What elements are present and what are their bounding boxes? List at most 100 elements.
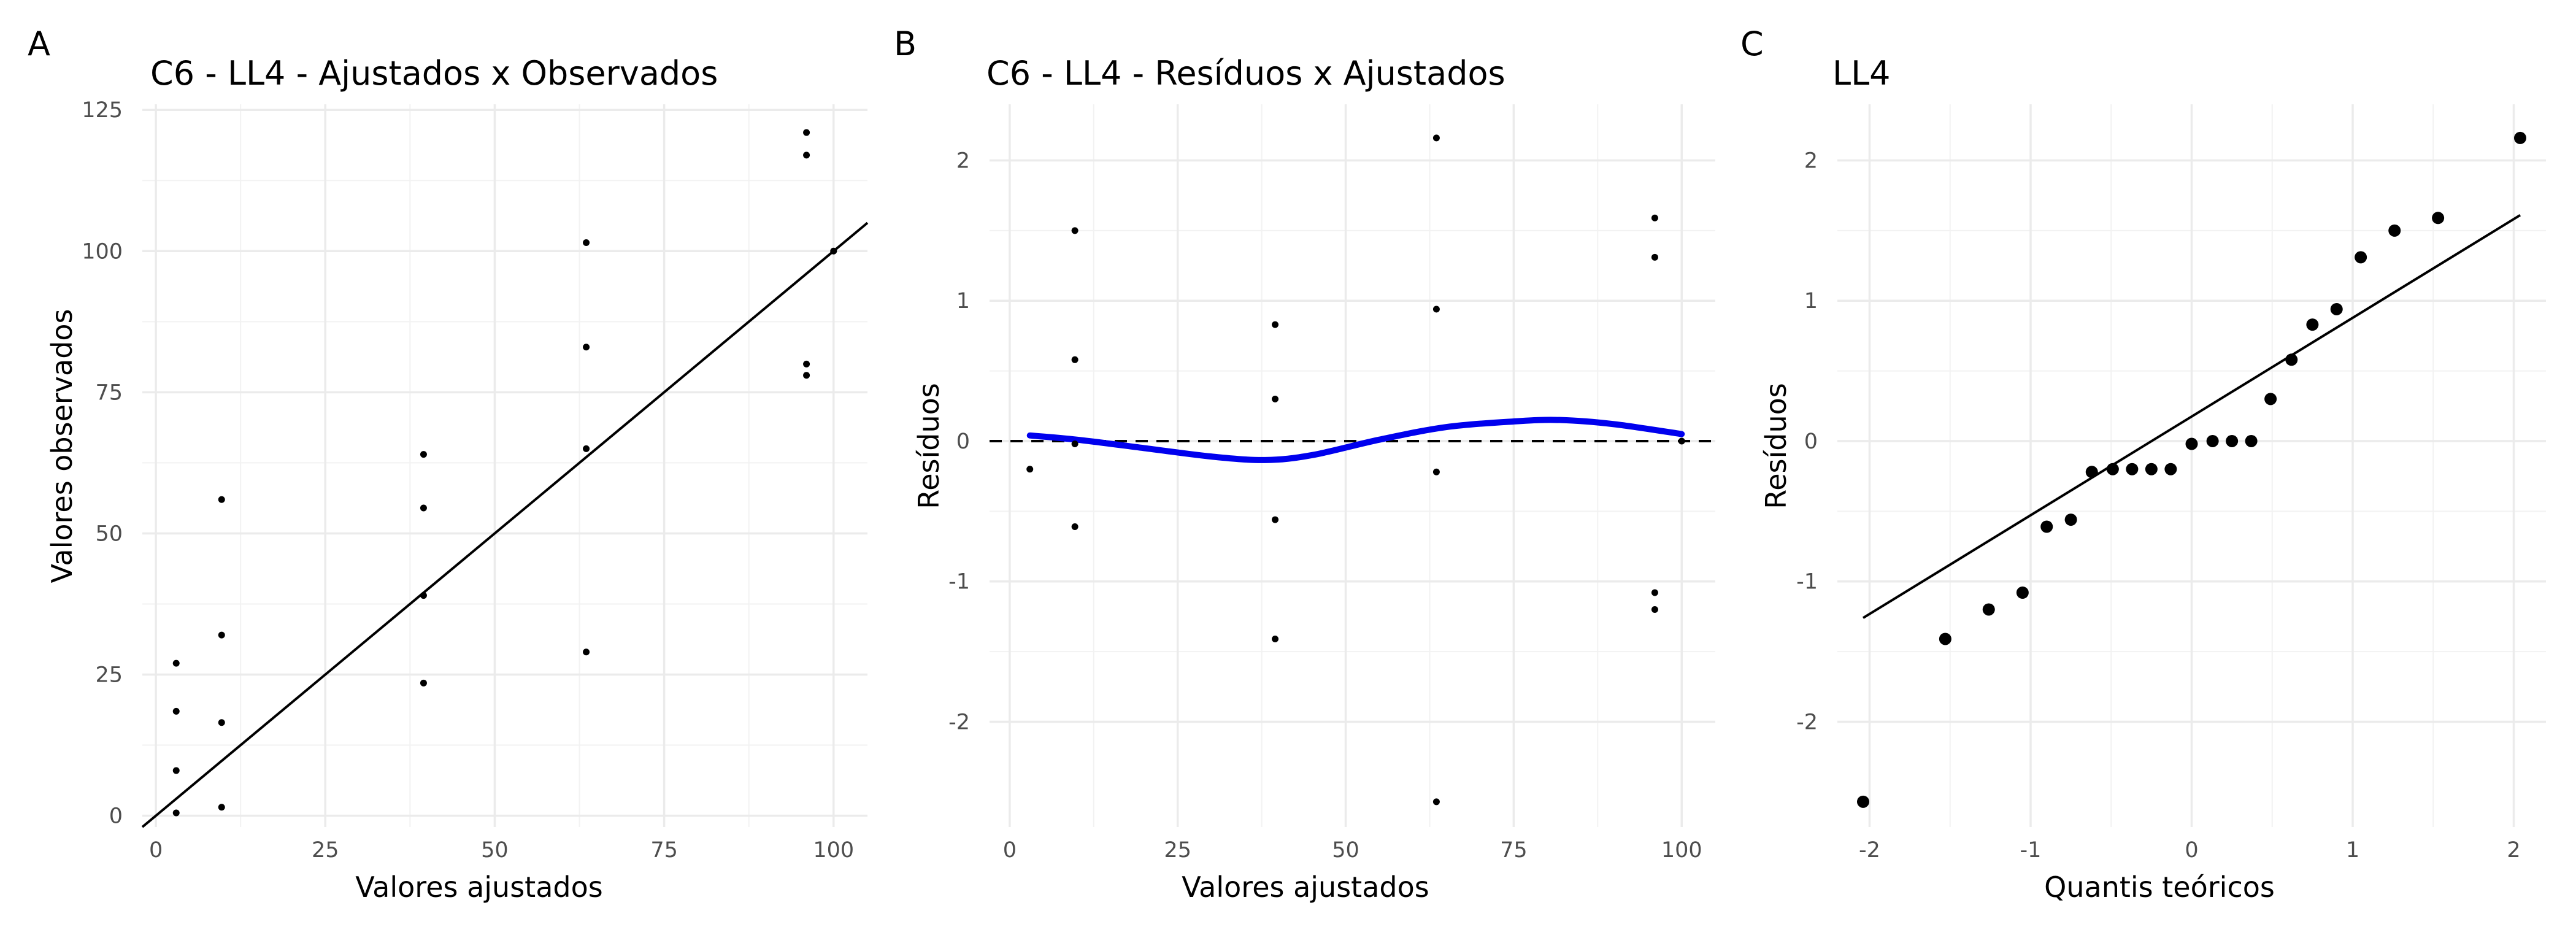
- panel-c-data-point-18: [2330, 302, 2343, 315]
- panel-c-y-tick-label: -1: [1796, 570, 1818, 594]
- panel-b-data-point-11: [1432, 468, 1440, 475]
- panel-b-data-point-5: [1272, 321, 1279, 328]
- panel-c-data-point-14: [2245, 434, 2258, 447]
- panel-a-data-point-9: [420, 504, 427, 512]
- panel-b-title: C6 - LL4 - Resíduos x Ajustados: [986, 54, 1505, 93]
- panel-c-marks: [1857, 131, 2526, 808]
- panel-b-data-point-15: [1651, 589, 1658, 596]
- panel-c: C LL4 -2 -1 0 1 2 -2 -1 0 1 2 Quantis teóricos Re…: [1740, 25, 2546, 904]
- panel-b-smooth-curve: [1026, 417, 1685, 463]
- panel-a-x-axis-label: Valores ajustados: [355, 871, 602, 904]
- panel-a-data-point-14: [583, 445, 590, 452]
- panel-a-y-tick-label: 0: [109, 804, 123, 829]
- panel-a-y-axis-label: Valores observados: [45, 309, 79, 583]
- panel-c-title: LL4: [1832, 54, 1891, 93]
- panel-letter-c: C: [1740, 25, 1764, 63]
- panel-a-data-point-17: [803, 152, 810, 159]
- panel-a-data-point-16: [803, 129, 810, 136]
- panel-c-data-point-11: [2185, 437, 2198, 450]
- panel-c-data-point-7: [2106, 463, 2119, 475]
- panel-b-x-tick-label: 0: [1003, 838, 1017, 863]
- panel-a-data-point-8: [420, 451, 427, 458]
- panel-a-y-tick-label: 125: [82, 98, 123, 123]
- panel-a-data-point-12: [583, 239, 590, 246]
- panel-a-x-tick-label: 50: [481, 838, 509, 863]
- panel-c-data-point-1: [1939, 633, 1951, 645]
- panel-c-data-point-12: [2206, 434, 2219, 447]
- panel-a-title: C6 - LL4 - Ajustados x Observados: [150, 54, 718, 93]
- panel-a-data-point-0: [172, 660, 180, 667]
- panel-b-data-point-8: [1272, 635, 1279, 642]
- panel-c-data-point-19: [2355, 251, 2367, 264]
- panel-b-x-tick-label: 50: [1332, 838, 1359, 863]
- panel-b-data-point-9: [1432, 134, 1440, 142]
- panel-b-x-tick-label: 100: [1661, 838, 1702, 863]
- panel-a-y-tick-label: 100: [82, 239, 123, 264]
- panel-a-x-tick-label: 75: [650, 838, 678, 863]
- panel-b-x-axis-label: Valores ajustados: [1182, 871, 1429, 904]
- panel-b-data-point-1: [1071, 227, 1078, 234]
- panel-c-data-point-5: [2064, 514, 2077, 526]
- panel-c-x-axis-label: Quantis teóricos: [2044, 871, 2275, 904]
- panel-b-y-axis-label: Resíduos: [912, 383, 945, 509]
- panel-b-data-point-16: [1651, 606, 1658, 613]
- panel-c-y-tick-label: 2: [1804, 148, 1818, 173]
- panel-c-ticks: -2 -1 0 1 2 -2 -1 0 1 2: [1796, 148, 2521, 863]
- panel-c-data-point-20: [2388, 224, 2401, 237]
- panel-a-reference-line: [141, 221, 869, 828]
- panel-b-marks: [990, 134, 1715, 806]
- panel-c-data-point-4: [2040, 520, 2053, 533]
- panel-b-y-tick-label: 2: [956, 148, 970, 173]
- panel-c-data-point-3: [2016, 587, 2029, 599]
- panel-letter-b: B: [894, 25, 917, 63]
- panel-b-data-point-17: [1678, 437, 1685, 445]
- panel-c-data-point-16: [2285, 353, 2298, 366]
- panel-a-data-point-5: [218, 631, 225, 639]
- panel-b-data-point-10: [1432, 306, 1440, 313]
- panel-c-x-tick-label: -1: [2020, 838, 2042, 863]
- panel-b-data-point-12: [1432, 798, 1440, 806]
- panel-b-y-tick-label: -2: [948, 710, 970, 734]
- panel-a-y-tick-label: 50: [95, 521, 123, 546]
- panel-c-x-tick-label: 0: [2185, 838, 2198, 863]
- panel-a-data-point-18: [803, 360, 810, 367]
- panel-b-x-tick-label: 75: [1500, 838, 1528, 863]
- panel-b-data-point-3: [1071, 440, 1078, 448]
- panel-a-y-tick-label: 25: [95, 663, 123, 688]
- panel-b-data-point-2: [1071, 356, 1078, 363]
- panel-b-data-point-13: [1651, 214, 1658, 221]
- panel-c-x-tick-label: -2: [1859, 838, 1880, 863]
- panel-b-ticks: 0 25 50 75 100 -2 -1 0 1 2: [948, 148, 1702, 863]
- panel-c-y-tick-label: -2: [1796, 710, 1818, 734]
- panel-a-data-point-20: [830, 247, 837, 255]
- panel-c-data-point-9: [2145, 463, 2158, 475]
- panel-b-x-tick-label: 25: [1164, 838, 1191, 863]
- panel-a-data-point-11: [420, 679, 427, 687]
- panel-c-data-point-6: [2085, 466, 2098, 479]
- panel-a-x-tick-label: 100: [813, 838, 854, 863]
- panel-a-y-tick-label: 75: [95, 380, 123, 405]
- panel-a-data-point-10: [420, 592, 427, 599]
- panel-c-data-point-22: [2514, 131, 2526, 144]
- panel-c-x-tick-label: 1: [2346, 838, 2359, 863]
- panel-c-data-point-17: [2306, 318, 2319, 331]
- panel-a-marks: [141, 129, 869, 828]
- panel-c-data-point-21: [2432, 212, 2445, 225]
- panel-c-data-point-10: [2164, 463, 2177, 475]
- panel-a-grid: [142, 104, 867, 827]
- panel-a: A C6 - LL4 - Ajustados x Observados 0 25 5…: [28, 25, 869, 904]
- panel-letter-a: A: [28, 25, 50, 63]
- panel-a-data-point-6: [218, 719, 225, 726]
- panel-a-data-point-2: [172, 767, 180, 774]
- panel-a-x-tick-label: 25: [312, 838, 339, 863]
- panel-b-data-point-4: [1071, 523, 1078, 531]
- panel-b-data-point-0: [1026, 466, 1034, 473]
- panel-a-data-point-3: [172, 809, 180, 817]
- panel-c-data-point-2: [1982, 603, 1995, 616]
- panel-b-grid: [990, 104, 1715, 827]
- panel-a-data-point-1: [172, 707, 180, 715]
- panel-c-y-axis-label: Resíduos: [1759, 383, 1793, 509]
- panel-a-data-point-4: [218, 496, 225, 503]
- panel-a-data-point-19: [803, 372, 810, 379]
